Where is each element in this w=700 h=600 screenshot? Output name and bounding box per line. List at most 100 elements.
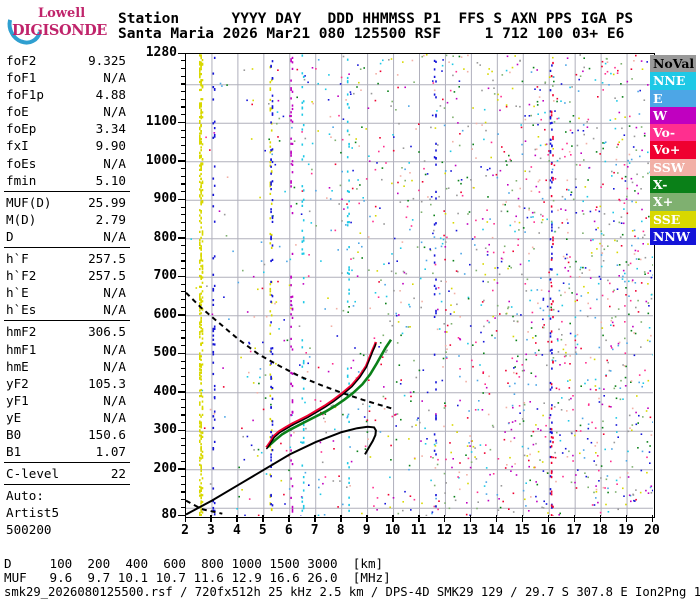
y-axis-minor-tick (181, 406, 185, 408)
y-axis-tick-label: 400 (153, 383, 177, 399)
param-key: M(D) (6, 211, 37, 227)
param-value: N/A (103, 409, 126, 425)
param-row-fxi: fxI 9.90 (2, 137, 132, 154)
y-axis-tick-label: 800 (153, 229, 177, 245)
x-axis-tick-label: 13 (462, 523, 479, 538)
param-value: N/A (103, 155, 126, 171)
x-axis-tick-label: 15 (514, 523, 531, 538)
x-axis-tick-label: 6 (284, 523, 293, 538)
x-axis-tick-label: 2 (181, 523, 189, 538)
param-key: h`F2 (6, 268, 37, 284)
param-key: D (6, 228, 14, 244)
y-axis-minor-tick (181, 206, 185, 208)
param-value: 1.07 (95, 444, 126, 460)
param-row-foep: foEp 3.34 (2, 120, 132, 137)
y-axis-minor-tick (181, 75, 185, 77)
param-key: foE (6, 104, 29, 120)
param-key: C-level (6, 466, 60, 482)
y-axis-minor-tick (181, 67, 185, 70)
x-axis-tick (340, 515, 342, 522)
x-axis-tick (210, 515, 212, 522)
legend-item-x[interactable]: X+ (650, 193, 696, 211)
y-axis-minor-tick (181, 306, 185, 308)
y-axis-minor-tick (181, 98, 185, 100)
x-axis-tick-label: 11 (410, 523, 427, 538)
param-row-fof2: foF2 9.325 (2, 52, 132, 69)
param-row-yf1: yF1 N/A (2, 392, 132, 409)
y-axis-minor-tick (181, 499, 185, 501)
y-axis-minor-tick (181, 237, 185, 239)
y-axis-minor-tick (181, 114, 185, 116)
x-trace (266, 338, 393, 449)
footer-distance-row: D 100 200 400 600 800 1000 1500 3000 [km… (4, 556, 384, 571)
y-axis-minor-tick (181, 198, 185, 201)
param-value: 257.5 (88, 251, 126, 267)
legend-item-e[interactable]: E (650, 89, 696, 107)
param-value: 22 (110, 466, 126, 482)
param-key: foF1 (6, 70, 37, 86)
param-divider (4, 190, 130, 192)
param-value: N/A (103, 70, 126, 86)
legend-item-vo[interactable]: Vo- (650, 124, 696, 142)
x-axis-tick-label: 17 (566, 523, 582, 538)
y-axis-minor-tick (181, 144, 185, 147)
param-value: 257.5 (88, 268, 126, 284)
param-key: foF2 (6, 53, 37, 68)
y-axis-minor-tick (181, 137, 185, 139)
y-axis-minor-tick (181, 429, 185, 432)
y-axis-tick-label: 1100 (145, 114, 177, 130)
y-axis-minor-tick (181, 91, 185, 93)
legend-item-nne[interactable]: NNE (650, 72, 696, 90)
y-axis-tick-label: 700 (153, 268, 177, 284)
param-key: B1 (6, 444, 22, 460)
param-row-hmf1: hmF1 N/A (2, 341, 132, 358)
legend-item-ssw[interactable]: SSW (650, 158, 696, 177)
param-key: yE (6, 409, 22, 425)
param-row-d: D N/A (2, 228, 132, 245)
y-axis-minor-tick (181, 506, 185, 509)
param-value: N/A (103, 104, 126, 120)
param-value: N/A (103, 228, 126, 244)
header-labels-row: Station YYYY DAY DDD HHMMSS P1 FFS S AXN… (118, 11, 634, 27)
legend-item-noval[interactable]: NoVal (650, 55, 696, 73)
y-axis-minor-tick (181, 221, 185, 224)
x-axis-tick-label: 5 (258, 523, 267, 538)
y-axis-minor-tick (181, 268, 185, 270)
y-axis-minor-tick (181, 175, 185, 177)
y-axis-tick-label: 80 (161, 507, 177, 522)
y-axis-minor-tick (181, 121, 185, 124)
logo-lowell-text: Lowell (38, 6, 86, 21)
legend-item-x[interactable]: X- (650, 176, 696, 194)
y-axis-minor-tick (181, 491, 185, 493)
x-axis-tick (288, 515, 290, 522)
y-axis-tick-label: 600 (153, 306, 177, 322)
param-key: yF2 (6, 375, 29, 391)
y-axis-minor-tick (181, 183, 185, 185)
y-axis-minor-tick (181, 229, 185, 231)
legend-item-nnw[interactable]: NNW (650, 227, 696, 246)
legend-item-w[interactable]: W (650, 106, 696, 125)
legend-item-sse[interactable]: SSE (650, 210, 696, 228)
param-key: foF1p (6, 87, 44, 103)
o-trace-outline (265, 343, 377, 450)
param-auto-code: 500200 (6, 522, 52, 538)
param-key: fxI (6, 138, 29, 154)
header-values-row: Santa Maria 2026 Mar21 080 125500 RSF 1 … (118, 26, 625, 42)
param-key: h`Es (6, 302, 37, 318)
param-row-hmf2: hmF2 306.5 (2, 323, 132, 340)
electron-density-profile (186, 425, 377, 516)
y-axis-minor-tick (181, 106, 185, 108)
y-axis-minor-tick (181, 422, 185, 424)
footer-muf-row: MUF 9.6 9.7 10.1 10.7 11.6 12.9 16.6 26.… (4, 570, 391, 585)
y-axis-minor-tick (181, 245, 185, 247)
ionogram-plot[interactable] (185, 53, 655, 518)
x-axis-tick-label: 19 (618, 523, 634, 538)
y-axis-minor-tick (181, 168, 185, 170)
y-axis-tick-label: 1280 (145, 45, 177, 60)
x-axis-tick (443, 515, 446, 522)
legend-item-vo[interactable]: Vo+ (650, 141, 696, 159)
digisonde-logo: Lowell DIGISONDE (1, 1, 118, 51)
param-value: N/A (103, 392, 126, 408)
param-value: 5.10 (95, 172, 126, 188)
param-divider (4, 320, 130, 322)
